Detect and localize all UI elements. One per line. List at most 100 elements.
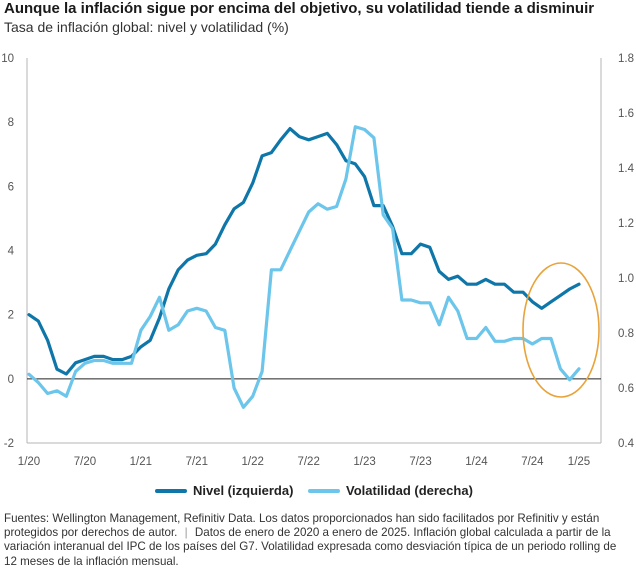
data-point-nivel	[550, 300, 553, 303]
data-point-nivel	[223, 223, 226, 226]
x-tick-label: 7/20	[74, 456, 96, 468]
x-tick-label: 7/22	[297, 456, 319, 468]
data-point-nivel	[55, 368, 58, 371]
highlight-ellipse	[522, 262, 600, 398]
y-right-tick-label: 1.8	[618, 53, 634, 65]
data-point-volatilidad	[111, 362, 114, 365]
data-point-volatilidad	[130, 362, 133, 365]
data-point-volatilidad	[83, 362, 86, 365]
data-point-volatilidad	[335, 205, 338, 208]
data-point-nivel	[37, 320, 40, 323]
data-point-volatilidad	[251, 395, 254, 398]
data-point-nivel	[261, 154, 264, 157]
data-point-volatilidad	[344, 178, 347, 181]
data-point-volatilidad	[419, 301, 422, 304]
data-point-nivel	[475, 283, 478, 286]
data-point-volatilidad	[37, 381, 40, 384]
data-point-volatilidad	[475, 337, 478, 340]
y-right-tick-label: 1.0	[618, 273, 634, 285]
data-point-volatilidad	[494, 340, 497, 343]
x-tick-label: 1/22	[242, 456, 264, 468]
data-point-volatilidad	[550, 337, 553, 340]
data-point-nivel	[456, 275, 459, 278]
data-point-nivel	[540, 307, 543, 310]
x-tick-label: 7/23	[409, 456, 431, 468]
data-point-volatilidad	[372, 136, 375, 139]
data-point-volatilidad	[121, 362, 124, 365]
data-point-volatilidad	[326, 208, 329, 211]
data-point-nivel	[344, 159, 347, 162]
data-point-volatilidad	[484, 326, 487, 329]
data-point-volatilidad	[503, 340, 506, 343]
data-point-nivel	[279, 138, 282, 141]
data-point-nivel	[522, 291, 525, 294]
legend-swatch-volatilidad	[308, 488, 340, 493]
data-point-volatilidad	[233, 387, 236, 390]
data-point-volatilidad	[93, 359, 96, 362]
y-left-tick-label: 6	[8, 181, 14, 193]
y-left-tick-label: 10	[1, 53, 14, 65]
data-point-volatilidad	[466, 337, 469, 340]
x-tick-label: 7/21	[186, 456, 208, 468]
data-point-nivel	[28, 313, 31, 316]
y-right-tick-label: 1.6	[618, 108, 634, 120]
data-point-volatilidad	[298, 230, 301, 233]
data-point-volatilidad	[363, 128, 366, 131]
data-point-volatilidad	[46, 392, 49, 395]
y-right-tick-label: 0.6	[618, 383, 634, 395]
data-point-nivel	[354, 162, 357, 165]
data-point-nivel	[438, 270, 441, 273]
data-point-volatilidad	[354, 125, 357, 128]
y-right-tick-label: 1.4	[618, 163, 635, 175]
data-point-volatilidad	[568, 378, 571, 381]
footer-separator: |	[184, 526, 188, 540]
data-point-volatilidad	[223, 329, 226, 332]
data-point-nivel	[466, 283, 469, 286]
data-point-nivel	[242, 201, 245, 204]
data-point-nivel	[74, 361, 77, 364]
data-point-volatilidad	[139, 329, 142, 332]
footer-notes: Datos de enero de 2020 a enero de 2025. …	[4, 526, 617, 568]
x-tick-label: 1/23	[353, 456, 375, 468]
data-point-nivel	[195, 254, 198, 257]
data-point-nivel	[512, 291, 515, 294]
data-point-volatilidad	[512, 337, 515, 340]
legend-item-volatilidad: Volatilidad (derecha)	[308, 483, 473, 498]
y-left-tick-label: 4	[8, 246, 15, 258]
data-point-nivel	[205, 252, 208, 255]
data-point-nivel	[363, 175, 366, 178]
data-point-nivel	[531, 300, 534, 303]
data-point-nivel	[270, 151, 273, 154]
data-point-volatilidad	[531, 343, 534, 346]
data-point-volatilidad	[578, 367, 581, 370]
data-point-nivel	[578, 283, 581, 286]
data-point-nivel	[568, 288, 571, 291]
data-point-volatilidad	[149, 315, 152, 318]
data-point-nivel	[372, 204, 375, 207]
data-point-volatilidad	[214, 326, 217, 329]
data-point-nivel	[186, 259, 189, 262]
data-point-volatilidad	[316, 202, 319, 205]
data-point-volatilidad	[307, 211, 310, 214]
data-point-nivel	[400, 252, 403, 255]
data-point-nivel	[484, 278, 487, 281]
data-point-nivel	[559, 294, 562, 297]
x-tick-label: 7/24	[521, 456, 544, 468]
data-point-nivel	[111, 358, 114, 361]
data-point-nivel	[149, 339, 152, 342]
data-point-volatilidad	[438, 323, 441, 326]
legend-item-nivel: Nivel (izquierda)	[155, 483, 293, 498]
data-point-volatilidad	[65, 395, 68, 398]
data-point-nivel	[298, 135, 301, 138]
data-point-nivel	[335, 143, 338, 146]
data-point-volatilidad	[205, 310, 208, 313]
data-point-volatilidad	[195, 307, 198, 310]
series-line-volatilidad	[27, 125, 581, 409]
chart-legend: Nivel (izquierda) Volatilidad (derecha)	[0, 483, 636, 503]
y-left-tick-label: -2	[4, 438, 14, 450]
data-point-volatilidad	[540, 337, 543, 340]
data-point-nivel	[326, 132, 329, 135]
data-point-volatilidad	[270, 268, 273, 271]
data-point-volatilidad	[456, 310, 459, 313]
data-point-nivel	[233, 207, 236, 210]
